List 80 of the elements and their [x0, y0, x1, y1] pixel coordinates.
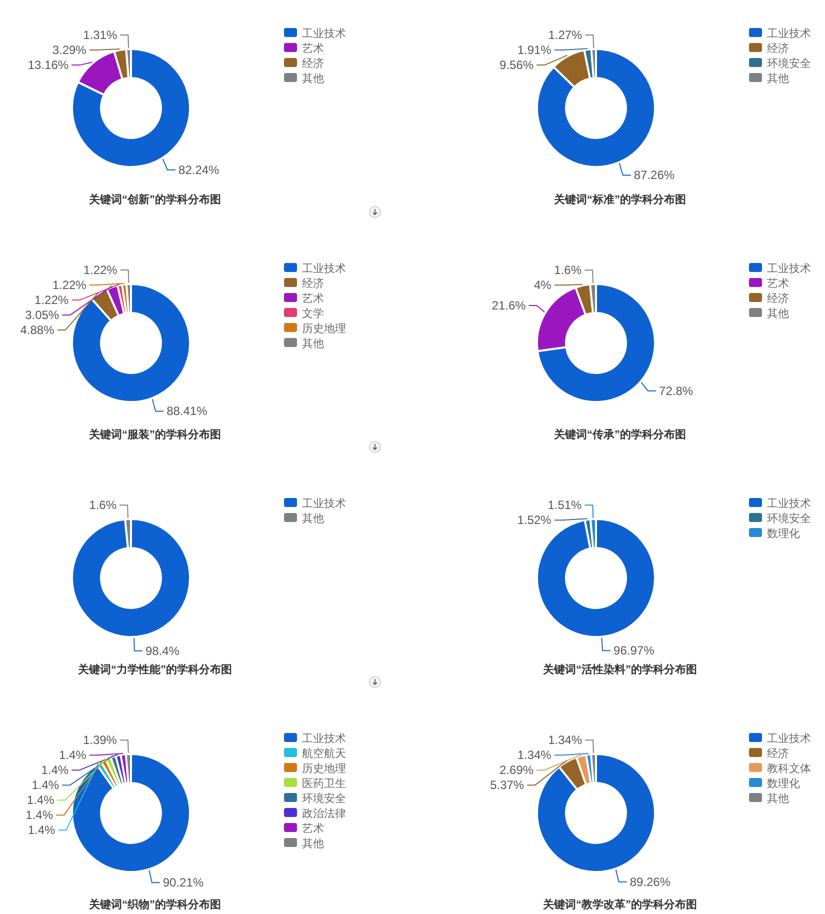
- data-label: 89.26%: [630, 874, 671, 889]
- legend-label: 艺术: [302, 42, 324, 55]
- data-label: 1.22%: [34, 293, 69, 308]
- legend-label: 文学: [302, 307, 324, 320]
- data-label: 1.22%: [52, 278, 87, 292]
- data-label: 1.39%: [82, 733, 118, 748]
- legend-label: 医药卫生: [302, 777, 346, 790]
- legend-label: 其他: [767, 792, 789, 805]
- text: 关键词“服装”的学科分布图: [88, 428, 221, 441]
- legend-label: 工业技术: [767, 732, 811, 745]
- data-label: 98.4%: [145, 644, 180, 658]
- data-label: 96.97%: [614, 644, 655, 658]
- text: 关键词“标准”的学科分布图: [553, 193, 686, 206]
- legend-label: 政治法律: [302, 807, 346, 820]
- data-label: 2.69%: [500, 763, 534, 778]
- legend-label: 历史地理: [302, 762, 346, 775]
- data-label: 1.4%: [41, 763, 69, 778]
- data-label: 1.4%: [58, 748, 87, 762]
- data-label: 1.52%: [517, 513, 552, 528]
- legend-label: 艺术: [302, 822, 324, 835]
- data-label: 9.56%: [500, 58, 534, 72]
- legend-label: 环境安全: [767, 512, 811, 525]
- text: 关键词“传承”的学科分布图: [553, 428, 686, 441]
- legend-label: 其他: [767, 72, 789, 85]
- data-label: 72.8%: [659, 384, 694, 398]
- legend-label: 其他: [767, 307, 789, 320]
- text: 关键词“活性染料”的学科分布图: [542, 663, 697, 676]
- data-label: 1.34%: [517, 748, 552, 762]
- data-label: 1.4%: [28, 823, 56, 838]
- text: 关键词“教学改革”的学科分布图: [542, 898, 697, 911]
- data-label: 90.21%: [162, 876, 204, 890]
- data-label: 1.34%: [548, 733, 582, 748]
- legend-label: 工业技术: [302, 262, 346, 275]
- text: 关键词“力学性能”的学科分布图: [77, 663, 232, 676]
- data-label: 4%: [534, 278, 552, 292]
- data-label: 5.37%: [490, 778, 524, 792]
- data-label: 82.24%: [178, 162, 220, 177]
- legend-label: 其他: [302, 337, 324, 350]
- legend-label: 历史地理: [302, 322, 346, 335]
- legend-label: 其他: [302, 512, 324, 525]
- legend-label: 艺术: [302, 292, 324, 305]
- data-label: 1.4%: [26, 793, 55, 808]
- legend-label: 教科文体: [767, 762, 811, 775]
- data-label: 1.22%: [83, 263, 118, 278]
- legend-label: 工业技术: [767, 262, 811, 275]
- legend-label: 经济: [767, 292, 789, 305]
- legend-label: 工业技术: [767, 27, 811, 40]
- legend-label: 航空航天: [302, 747, 346, 760]
- data-label: 3.05%: [25, 308, 60, 322]
- legend-label: 数理化: [767, 778, 800, 790]
- legend-label: 环境安全: [302, 792, 346, 805]
- text: 关键词“创新”的学科分布图: [88, 193, 221, 206]
- legend-label: 工业技术: [302, 732, 346, 745]
- legend-label: 经济: [767, 747, 789, 760]
- legend-label: 经济: [302, 277, 324, 290]
- data-label: 1.6%: [89, 498, 117, 512]
- data-label: 1.4%: [26, 808, 54, 822]
- legend-label: 艺术: [767, 277, 789, 290]
- legend-label: 经济: [767, 42, 789, 55]
- data-label: 1.91%: [517, 43, 552, 58]
- legend-label: 其他: [302, 72, 324, 85]
- data-label: 13.16%: [28, 58, 69, 72]
- data-label: 1.27%: [548, 28, 583, 42]
- legend-label: 其他: [302, 837, 324, 850]
- data-label: 88.41%: [166, 404, 208, 418]
- data-label: 1.31%: [83, 28, 118, 42]
- text: 关键词“织物”的学科分布图: [88, 898, 221, 911]
- data-label: 87.26%: [634, 168, 675, 182]
- data-label: 3.29%: [52, 43, 87, 58]
- legend-label: 工业技术: [767, 497, 811, 510]
- data-label: 21.6%: [492, 298, 526, 312]
- legend-label: 数理化: [767, 528, 800, 540]
- legend-label: 工业技术: [302, 27, 346, 40]
- legend-label: 环境安全: [767, 57, 811, 70]
- legend-label: 经济: [302, 57, 324, 70]
- legend-label: 工业技术: [302, 497, 346, 510]
- data-label: 4.88%: [20, 323, 55, 338]
- data-label: 1.4%: [32, 778, 60, 792]
- data-label: 1.6%: [554, 263, 582, 278]
- data-label: 1.51%: [548, 498, 582, 512]
